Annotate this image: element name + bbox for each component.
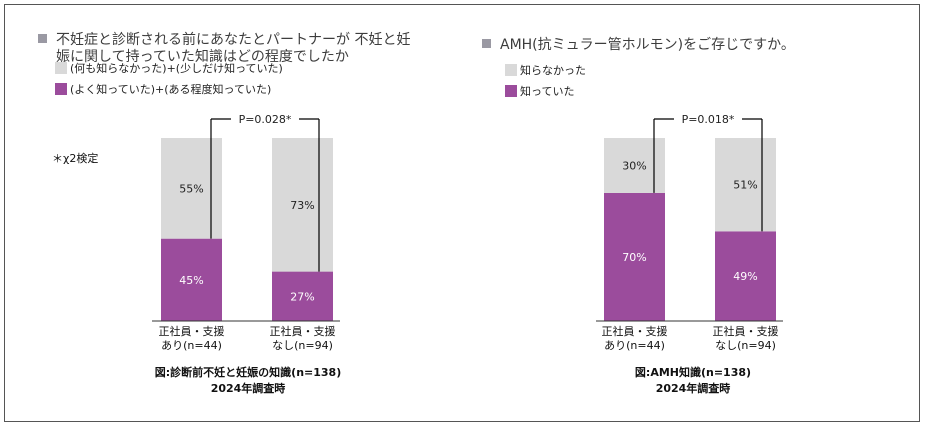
title-bullet-icon: [38, 34, 47, 43]
p-value-label: P=0.028*: [239, 113, 292, 126]
data-label-unknown: 55%: [179, 182, 203, 195]
significance-bracket: [210, 118, 320, 272]
legend-label: (何も知らなかった)+(少しだけ知っていた): [70, 61, 283, 75]
legend-label: (よく知っていた)+(ある程度知っていた): [70, 82, 271, 96]
data-label-unknown: 30%: [622, 159, 646, 172]
bar-segment-unknown: [161, 138, 222, 239]
bar-segment-known: [715, 231, 776, 321]
chart-title-line: 不妊症と診断される前にあなたとパートナーが 不妊と妊: [56, 31, 410, 48]
title-bullet-icon: [482, 39, 491, 48]
category-label: あり(n=44): [604, 339, 665, 352]
figure-caption: 図:診断前不妊と妊娠の知識(n=138): [155, 365, 341, 379]
category-label: なし(n=94): [715, 339, 776, 352]
category-label: 正社員・支援: [602, 324, 668, 338]
data-label-known: 27%: [290, 290, 314, 303]
data-label-unknown: 51%: [733, 179, 757, 192]
figure-frame: [4, 4, 920, 422]
chart-title-line: AMH(抗ミュラー管ホルモン)をご存じですか。: [500, 37, 795, 53]
legend-swatch: [55, 62, 67, 74]
figure-subcaption: 2024年調査時: [656, 381, 731, 395]
legend-swatch: [505, 85, 517, 97]
data-label-known: 49%: [733, 270, 757, 283]
category-label: 正社員・支援: [270, 324, 336, 338]
bar-segment-unknown: [272, 138, 333, 272]
test-note: ＊χ2検定: [52, 151, 98, 165]
category-label: あり(n=44): [161, 339, 222, 352]
category-label: 正社員・支援: [713, 324, 779, 338]
bar-segment-known: [272, 271, 333, 321]
data-label-unknown: 73%: [290, 199, 314, 212]
p-value-label: P=0.018*: [682, 113, 735, 126]
data-label-known: 70%: [622, 251, 646, 264]
bar-segment-known: [161, 238, 222, 321]
bar-segment-unknown: [604, 138, 665, 193]
category-label: 正社員・支援: [159, 324, 225, 338]
significance-bracket: [653, 118, 763, 232]
legend-label: 知っていた: [520, 84, 574, 98]
figure-caption: 図:AMH知識(n=138): [635, 365, 751, 379]
legend-label: 知らなかった: [520, 63, 586, 77]
category-label: なし(n=94): [272, 339, 333, 352]
legend-swatch: [505, 64, 517, 76]
chart-title-line: 娠に関して持っていた知識はどの程度でしたか: [56, 48, 349, 65]
data-label-known: 45%: [179, 274, 203, 287]
bar-segment-known: [604, 192, 665, 321]
legend-swatch: [55, 83, 67, 95]
bar-segment-unknown: [715, 138, 776, 232]
figure-subcaption: 2024年調査時: [211, 381, 286, 395]
